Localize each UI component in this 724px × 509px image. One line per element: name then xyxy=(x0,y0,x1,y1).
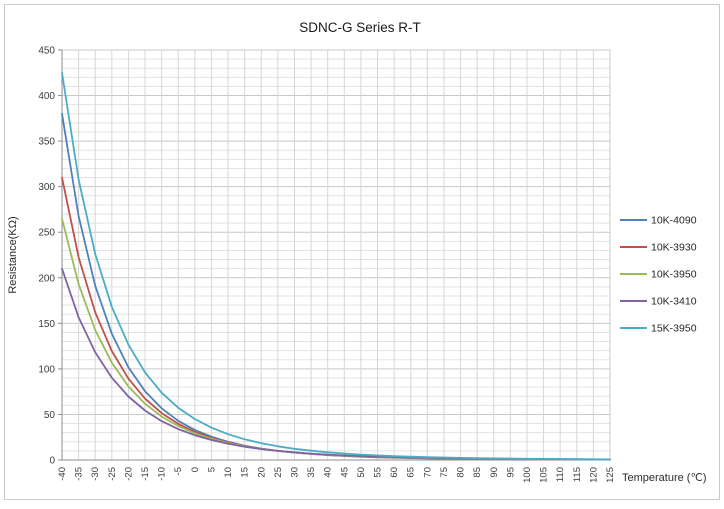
x-tick-label: 20 xyxy=(256,467,267,478)
x-tick-label: 60 xyxy=(389,467,400,478)
x-tick-label: 35 xyxy=(306,467,317,478)
y-tick-labels: 0 50 100 150 200 250 300 350 400 450 xyxy=(38,46,62,467)
legend-label: 15K-3950 xyxy=(651,323,697,335)
series-curves xyxy=(61,71,611,461)
x-tick-label: 80 xyxy=(456,467,467,478)
legend-item-10K-3930: 10K-3930 xyxy=(620,242,697,254)
legend-label: 10K-3950 xyxy=(651,269,697,281)
legend-label: 10K-3410 xyxy=(651,296,697,308)
curve-10K-3410 xyxy=(61,267,611,461)
legend-item-15K-3950: 15K-3950 xyxy=(620,323,697,335)
x-tick-label: -15 xyxy=(140,467,151,481)
x-tick-label: -10 xyxy=(157,467,168,481)
y-axis-title: Resistance(KΩ) xyxy=(7,216,19,293)
x-tick-label: 75 xyxy=(439,467,450,478)
x-tick-label: 25 xyxy=(273,467,284,478)
curve-10K-3930 xyxy=(61,176,611,461)
x-tick-label: 5 xyxy=(206,467,217,472)
x-tick-label: -20 xyxy=(123,467,134,481)
legend-item-10K-3950: 10K-3950 xyxy=(620,269,697,281)
x-tick-label: 70 xyxy=(422,467,433,478)
x-tick-label: 105 xyxy=(539,467,550,483)
x-tick-label: -35 xyxy=(74,467,85,481)
x-tick-label: 55 xyxy=(373,467,384,478)
x-tick-label: 110 xyxy=(555,467,566,482)
legend-item-10K-3410: 10K-3410 xyxy=(620,296,697,308)
outer-border xyxy=(4,4,720,500)
x-tick-label: 95 xyxy=(505,467,516,478)
x-tick-label: 15 xyxy=(240,467,251,478)
legend: 10K-4090 10K-3930 10K-3950 10K-3410 15K-3950 xyxy=(620,215,697,335)
y-tick-label: 0 xyxy=(49,456,55,467)
y-tick-label: 50 xyxy=(44,410,56,421)
y-tick-label: 250 xyxy=(38,228,55,239)
x-tick-label: 90 xyxy=(489,467,500,478)
gridlines xyxy=(61,49,611,461)
x-tick-label: 45 xyxy=(339,467,350,478)
x-tick-label: 10 xyxy=(223,467,234,478)
x-tick-label: 85 xyxy=(472,467,483,478)
y-tick-label: 200 xyxy=(38,273,55,284)
legend-label: 10K-3930 xyxy=(651,242,697,254)
x-tick-label: 125 xyxy=(605,467,616,483)
x-tick-labels: -40 -35 -30 -25 -20 -15 -10 -5 0 5 10 15 20 25 30 35 40 4… xyxy=(57,467,616,483)
y-tick-label: 450 xyxy=(38,46,55,57)
x-tick-label: 65 xyxy=(406,467,417,478)
x-tick-label: -5 xyxy=(173,467,184,475)
x-tick-label: -25 xyxy=(107,467,118,481)
x-tick-label: 115 xyxy=(572,467,583,482)
x-tick-label: 40 xyxy=(323,467,334,478)
x-tick-label: 50 xyxy=(356,467,367,478)
x-tick-label: -30 xyxy=(90,467,101,481)
x-tick-label: 120 xyxy=(588,467,599,483)
x-axis-title: Temperature (℃) xyxy=(622,472,707,484)
legend-label: 10K-4090 xyxy=(651,215,697,227)
legend-item-10K-4090: 10K-4090 xyxy=(620,215,697,227)
x-tick-label: -40 xyxy=(57,467,68,481)
y-tick-label: 150 xyxy=(38,319,55,330)
y-tick-label: 400 xyxy=(38,91,55,102)
curve-15K-3950 xyxy=(61,71,611,461)
y-tick-label: 350 xyxy=(38,137,55,148)
y-tick-label: 100 xyxy=(38,364,55,375)
x-tick-label: 30 xyxy=(289,467,300,478)
x-tick-label: 0 xyxy=(190,467,201,472)
y-tick-label: 300 xyxy=(38,182,55,193)
x-tick-label: 100 xyxy=(522,467,533,483)
chart-title: SDNC-G Series R-T xyxy=(299,20,421,35)
